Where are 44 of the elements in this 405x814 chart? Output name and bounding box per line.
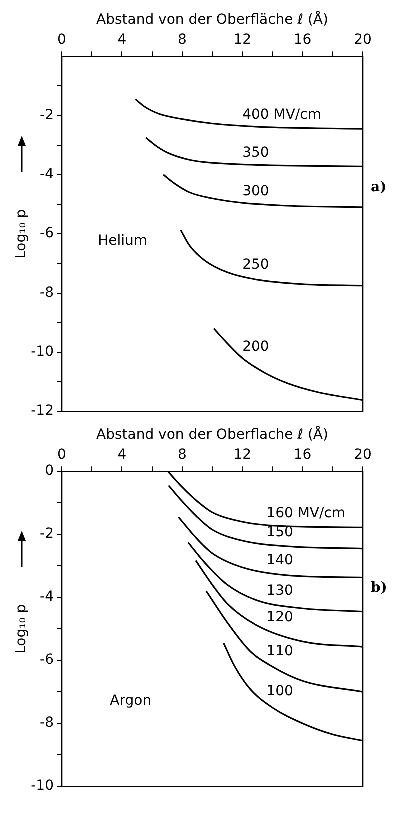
y-tick-label: -6 (40, 652, 54, 668)
y-tick-label: -10 (31, 778, 54, 794)
x-tick-label: 8 (178, 32, 187, 48)
x-tick-label: 16 (294, 446, 312, 463)
y-tick-label: -12 (31, 403, 54, 420)
x-tick-label: 20 (354, 32, 372, 48)
x-tick-label: 4 (118, 32, 127, 48)
y-tick-label: -4 (40, 166, 54, 183)
series-label: 120 (266, 610, 294, 626)
y-tick-label: -6 (40, 226, 54, 242)
text: a) (371, 180, 387, 196)
x-tick-label: 20 (354, 446, 372, 463)
x-tick-label: 16 (294, 32, 312, 48)
series-label: 130 (266, 582, 294, 599)
series-label: 110 (266, 643, 294, 660)
x-tick-label: 0 (58, 32, 66, 48)
annotation: Argon (110, 693, 152, 710)
x-tick-label: 12 (234, 446, 252, 463)
y-axis-title: Log₁₀ p (14, 604, 30, 654)
y-axis-title: Log₁₀ p (14, 209, 30, 259)
y-tick-label: -4 (40, 589, 54, 606)
series-label: 100 (266, 683, 294, 700)
series-label: 200 (242, 338, 270, 355)
y-tick-label: -8 (40, 715, 54, 732)
x-tick-label: 4 (118, 446, 127, 463)
x-tick-label: 12 (234, 32, 252, 48)
y-tick-label: -10 (31, 344, 54, 360)
y-tick-label: -2 (40, 526, 54, 542)
text: b) (371, 580, 388, 596)
x-axis-title: Abstand von der Oberfläche ℓ (Å) (96, 11, 328, 28)
series-label: 300 (242, 184, 270, 200)
y-tick-label: 0 (45, 463, 54, 480)
series-label: 250 (242, 256, 270, 273)
x-tick-label: 8 (178, 446, 187, 463)
annotation: Helium (98, 232, 148, 249)
x-axis-title: Abstand von der Oberflache ℓ (Å) (96, 426, 328, 444)
series-label: 400 MV/cm (242, 106, 322, 123)
y-tick-label: -8 (40, 284, 54, 301)
series-label: 160 MV/cm (266, 506, 346, 522)
y-tick-label: -2 (40, 107, 54, 124)
series-label: 150 (266, 524, 294, 541)
series-label: 350 (242, 145, 270, 162)
x-tick-label: 0 (58, 446, 66, 463)
series-label: 140 (266, 552, 294, 569)
